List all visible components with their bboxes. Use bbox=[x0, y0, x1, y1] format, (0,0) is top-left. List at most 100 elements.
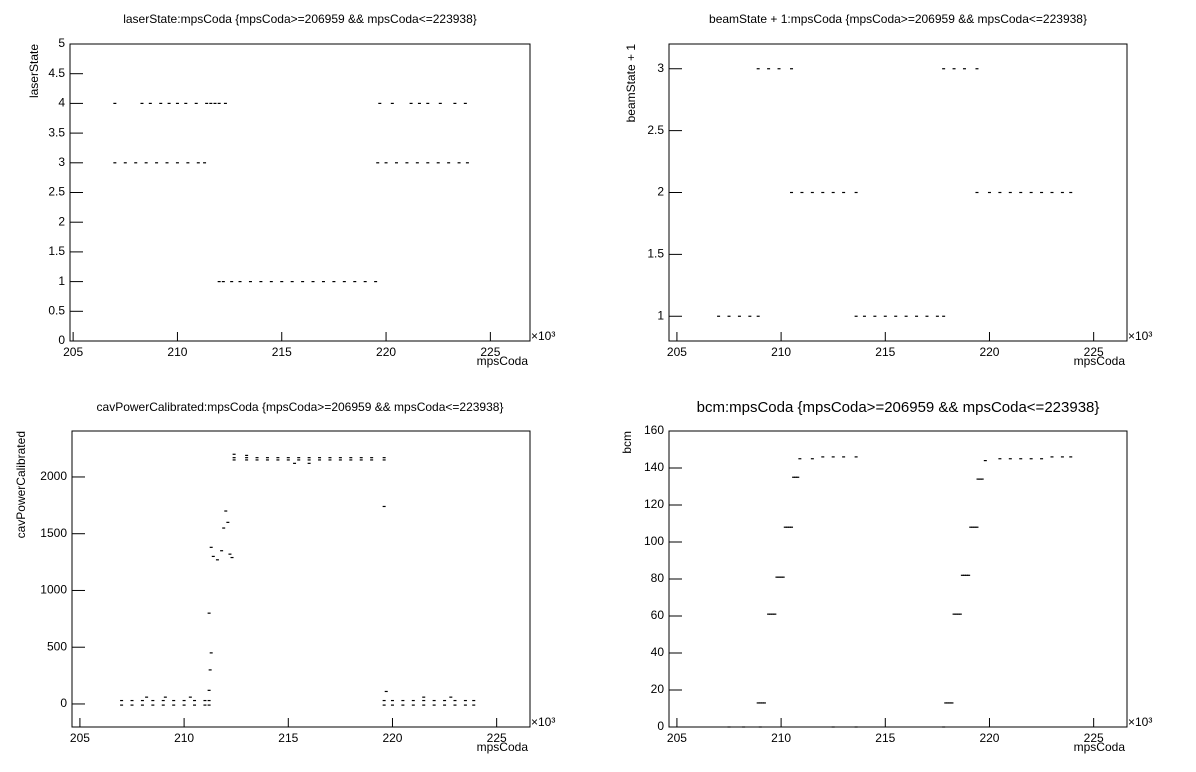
x-tick-label: 210 bbox=[771, 731, 791, 745]
x-tick-label: 215 bbox=[875, 731, 895, 745]
point bbox=[758, 726, 762, 728]
point bbox=[328, 459, 332, 461]
point bbox=[363, 281, 367, 283]
chart-title: laserState:mpsCoda {mpsCoda>=206959 && m… bbox=[123, 12, 477, 26]
point bbox=[196, 162, 200, 164]
point bbox=[967, 574, 971, 576]
y-tick-label: 3 bbox=[657, 61, 664, 75]
point bbox=[790, 191, 794, 194]
point bbox=[238, 281, 242, 283]
point bbox=[946, 702, 950, 704]
x-axis-label: mpsCoda bbox=[1074, 354, 1126, 368]
x-tick-label: 225 bbox=[487, 731, 507, 745]
point bbox=[248, 281, 252, 283]
point bbox=[123, 162, 127, 164]
point bbox=[232, 459, 236, 461]
point bbox=[130, 699, 134, 702]
point bbox=[145, 696, 149, 698]
point bbox=[182, 699, 186, 702]
chart-title: beamState + 1:mpsCoda {mpsCoda>=206959 &… bbox=[709, 12, 1087, 26]
x-tick-label: 215 bbox=[278, 731, 298, 745]
point bbox=[758, 702, 762, 704]
plot-frame bbox=[668, 43, 1128, 342]
point bbox=[915, 315, 919, 317]
y-tick-label: 20 bbox=[651, 682, 665, 696]
point bbox=[1040, 458, 1044, 460]
x-tick-label: 210 bbox=[771, 345, 791, 359]
point bbox=[975, 68, 979, 70]
point bbox=[942, 68, 946, 70]
y-tick-label: 0.5 bbox=[48, 303, 65, 317]
point bbox=[338, 459, 342, 461]
point bbox=[798, 458, 802, 460]
point bbox=[463, 699, 467, 702]
point bbox=[228, 553, 232, 555]
y-tick-label: 160 bbox=[644, 423, 664, 437]
point bbox=[182, 704, 186, 706]
point bbox=[159, 102, 163, 104]
point bbox=[255, 457, 259, 459]
point bbox=[245, 459, 249, 461]
point bbox=[443, 699, 447, 702]
point bbox=[311, 281, 315, 283]
point bbox=[222, 527, 226, 529]
x-tick-label: 205 bbox=[70, 731, 90, 745]
y-tick-label: 3.5 bbox=[48, 125, 65, 139]
point bbox=[245, 457, 249, 459]
x-tick-label: 205 bbox=[63, 345, 83, 359]
point bbox=[422, 699, 426, 702]
point bbox=[1008, 191, 1012, 194]
point bbox=[226, 521, 230, 523]
point bbox=[727, 315, 731, 317]
point bbox=[942, 315, 946, 317]
point bbox=[401, 704, 405, 706]
point bbox=[862, 315, 866, 317]
point bbox=[958, 613, 962, 615]
x-tick-label: 220 bbox=[979, 731, 999, 745]
point bbox=[321, 281, 325, 283]
point bbox=[904, 315, 908, 317]
x-axis-label: mpsCoda bbox=[1074, 740, 1126, 754]
x-tick-label: 210 bbox=[174, 731, 194, 745]
point bbox=[120, 704, 124, 706]
point bbox=[796, 476, 800, 478]
point bbox=[1060, 456, 1064, 458]
y-tick-label: 80 bbox=[651, 571, 665, 585]
x-tick-label: 220 bbox=[979, 345, 999, 359]
point bbox=[426, 102, 430, 104]
point bbox=[390, 704, 394, 706]
y-tick-label: 60 bbox=[651, 608, 665, 622]
point bbox=[203, 162, 207, 164]
x-multiplier: ×10³ bbox=[1128, 329, 1152, 343]
point bbox=[342, 281, 346, 283]
y-axis-label: beamState + 1 bbox=[624, 44, 638, 123]
y-tick-label: 1000 bbox=[40, 583, 67, 597]
point bbox=[411, 704, 415, 706]
point bbox=[769, 613, 773, 615]
point bbox=[821, 191, 825, 194]
point bbox=[207, 612, 211, 614]
y-tick-label: 140 bbox=[644, 460, 664, 474]
point bbox=[842, 191, 846, 194]
y-tick-label: 1.5 bbox=[48, 244, 65, 258]
point bbox=[998, 191, 1002, 194]
point bbox=[983, 460, 987, 462]
y-tick-label: 40 bbox=[651, 645, 665, 659]
y-tick-label: 1.5 bbox=[647, 247, 664, 261]
point bbox=[232, 457, 236, 459]
point bbox=[175, 162, 179, 164]
point bbox=[188, 696, 192, 698]
point bbox=[773, 613, 777, 615]
point bbox=[854, 315, 858, 317]
point bbox=[148, 102, 152, 104]
point bbox=[209, 102, 213, 104]
point bbox=[175, 102, 179, 104]
panel: laserState:mpsCoda {mpsCoda>=206959 && m… bbox=[27, 12, 555, 368]
point bbox=[130, 704, 134, 706]
point bbox=[810, 458, 814, 460]
point bbox=[217, 102, 221, 104]
point bbox=[293, 462, 297, 464]
point bbox=[245, 454, 249, 457]
point bbox=[792, 476, 796, 478]
